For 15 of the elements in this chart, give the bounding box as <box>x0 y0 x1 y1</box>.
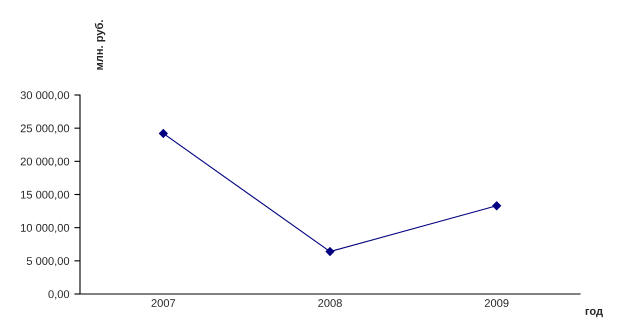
y-tick-label: 5 000,00 <box>26 257 70 266</box>
y-tick-label: 30 000,00 <box>20 91 70 100</box>
x-axis-title: год <box>586 308 603 318</box>
y-axis-title: млн. руб. <box>94 20 106 70</box>
y-tick-label: 10 000,00 <box>21 224 70 234</box>
x-tick-label: 2007 <box>152 299 176 308</box>
point <box>158 129 168 138</box>
x-tick-label: 2008 <box>318 299 342 308</box>
point <box>326 247 334 256</box>
y-tick-label: 25 000,00 <box>20 124 70 134</box>
y-tick-label: 20 000,00 <box>20 158 70 167</box>
x-tick-label: 2009 <box>484 299 508 308</box>
point <box>492 201 502 210</box>
y-tick-label: 15 000,00 <box>21 190 70 200</box>
y-tick-label: 0,00 <box>48 290 70 300</box>
